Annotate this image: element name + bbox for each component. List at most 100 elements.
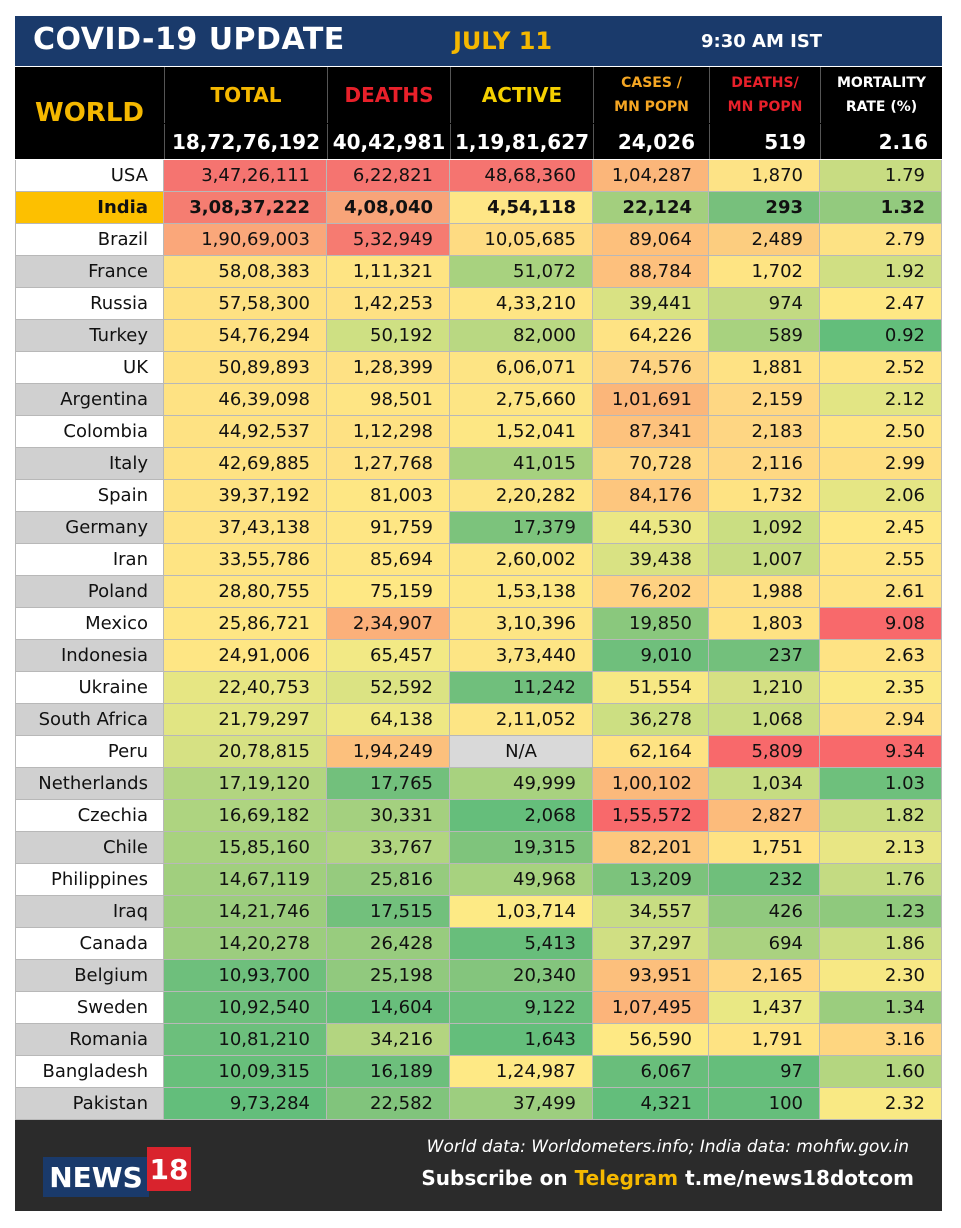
logo-word: NEWS — [43, 1157, 149, 1197]
table-row: Philippines 14,67,119 25,816 49,968 13,209 23… — [15, 864, 942, 896]
cell-deaths: 14,604 — [327, 992, 450, 1024]
cell-deaths: 75,159 — [327, 576, 450, 608]
cell-active: 2,11,052 — [450, 704, 593, 736]
cell-mortality: 1.76 — [820, 864, 942, 896]
title-bar: COVID-19 UPDATE JULY 11 9:30 AM IST — [15, 16, 942, 66]
cell-active: 5,413 — [450, 928, 593, 960]
cell-active: 4,33,210 — [450, 288, 593, 320]
cell-active: 4,54,118 — [450, 192, 593, 224]
cell-deaths: 64,138 — [327, 704, 450, 736]
cell-cases-per-mn: 36,278 — [593, 704, 709, 736]
cell-deaths-per-mn: 2,165 — [709, 960, 820, 992]
cell-country: Canada — [15, 928, 164, 960]
cell-deaths: 1,11,321 — [327, 256, 450, 288]
date-label: JULY 11 — [453, 27, 553, 55]
page-title: COVID-19 UPDATE — [33, 22, 345, 57]
cell-deaths-per-mn: 1,702 — [709, 256, 820, 288]
cell-country: Bangladesh — [15, 1056, 164, 1088]
cell-mortality: 0.92 — [820, 320, 942, 352]
footer: NEWS 18 World data: Worldometers.info; I… — [15, 1120, 942, 1211]
cell-mortality: 1.03 — [820, 768, 942, 800]
cell-total: 39,37,192 — [164, 480, 327, 512]
cell-deaths-per-mn: 1,007 — [709, 544, 820, 576]
cell-mortality: 2.06 — [820, 480, 942, 512]
cell-deaths-per-mn: 2,116 — [709, 448, 820, 480]
cell-country: Argentina — [15, 384, 164, 416]
cell-country: Peru — [15, 736, 164, 768]
cell-cases-per-mn: 22,124 — [593, 192, 709, 224]
table-row: Iran 33,55,786 85,694 2,60,002 39,438 1,007 2.… — [15, 544, 942, 576]
cell-deaths-per-mn: 1,988 — [709, 576, 820, 608]
logo-number: 18 — [147, 1147, 191, 1191]
cell-cases-per-mn: 6,067 — [593, 1056, 709, 1088]
cell-active: 1,53,138 — [450, 576, 593, 608]
table-row: Iraq 14,21,746 17,515 1,03,714 34,557 426 1.23 — [15, 896, 942, 928]
cell-total: 10,81,210 — [164, 1024, 327, 1056]
cell-deaths-per-mn: 1,210 — [709, 672, 820, 704]
cell-deaths-per-mn: 1,870 — [709, 160, 820, 192]
cell-country: Colombia — [15, 416, 164, 448]
cell-total: 22,40,753 — [164, 672, 327, 704]
cell-deaths: 30,331 — [327, 800, 450, 832]
world-deaths-per-mn: 519 — [709, 124, 820, 159]
table-header: WORLD TOTAL DEATHS ACTIVE CASES / MN POP… — [15, 67, 942, 159]
table-row: USA 3,47,26,111 6,22,821 48,68,360 1,04,287 1… — [15, 160, 942, 192]
cell-total: 21,79,297 — [164, 704, 327, 736]
cell-mortality: 9.34 — [820, 736, 942, 768]
cell-cases-per-mn: 82,201 — [593, 832, 709, 864]
table-row: India 3,08,37,222 4,08,040 4,54,118 22,124 29… — [15, 192, 942, 224]
cell-deaths-per-mn: 293 — [709, 192, 820, 224]
cell-country: UK — [15, 352, 164, 384]
cell-deaths-per-mn: 1,803 — [709, 608, 820, 640]
cell-deaths: 1,42,253 — [327, 288, 450, 320]
world-active: 1,19,81,627 — [450, 124, 593, 159]
cell-mortality: 2.13 — [820, 832, 942, 864]
cell-deaths: 52,592 — [327, 672, 450, 704]
cell-cases-per-mn: 1,04,287 — [593, 160, 709, 192]
cell-deaths-per-mn: 1,092 — [709, 512, 820, 544]
cell-country: Netherlands — [15, 768, 164, 800]
cell-deaths-per-mn: 1,881 — [709, 352, 820, 384]
cell-deaths: 16,189 — [327, 1056, 450, 1088]
cell-mortality: 1.92 — [820, 256, 942, 288]
cell-deaths: 17,765 — [327, 768, 450, 800]
column-header-active: ACTIVE — [450, 67, 593, 123]
cell-deaths: 26,428 — [327, 928, 450, 960]
table-row: Indonesia 24,91,006 65,457 3,73,440 9,010 237… — [15, 640, 942, 672]
cell-deaths: 22,582 — [327, 1088, 450, 1120]
table-row: Argentina 46,39,098 98,501 2,75,660 1,01,691… — [15, 384, 942, 416]
cell-cases-per-mn: 76,202 — [593, 576, 709, 608]
cell-total: 15,85,160 — [164, 832, 327, 864]
cell-cases-per-mn: 37,297 — [593, 928, 709, 960]
cell-mortality: 2.55 — [820, 544, 942, 576]
cell-mortality: 1.32 — [820, 192, 942, 224]
cell-mortality: 1.82 — [820, 800, 942, 832]
cell-cases-per-mn: 19,850 — [593, 608, 709, 640]
world-cases-per-mn: 24,026 — [593, 124, 709, 159]
cell-total: 54,76,294 — [164, 320, 327, 352]
table-row: Sweden 10,92,540 14,604 9,122 1,07,495 1,437 1… — [15, 992, 942, 1024]
cell-active: 51,072 — [450, 256, 593, 288]
cell-deaths-per-mn: 1,437 — [709, 992, 820, 1024]
column-header-deaths-per-mn-line1: DEATHS/ — [731, 75, 799, 91]
cell-country: Chile — [15, 832, 164, 864]
cell-cases-per-mn: 44,530 — [593, 512, 709, 544]
table-row: Colombia 44,92,537 1,12,298 1,52,041 87,341 2… — [15, 416, 942, 448]
cell-total: 50,89,893 — [164, 352, 327, 384]
cell-deaths-per-mn: 97 — [709, 1056, 820, 1088]
cell-deaths: 91,759 — [327, 512, 450, 544]
cell-deaths: 4,08,040 — [327, 192, 450, 224]
cell-country: India — [15, 192, 164, 224]
cell-mortality: 2.63 — [820, 640, 942, 672]
cell-active: 3,73,440 — [450, 640, 593, 672]
cell-total: 10,93,700 — [164, 960, 327, 992]
table-row: Italy 42,69,885 1,27,768 41,015 70,728 2,116 2… — [15, 448, 942, 480]
cell-country: France — [15, 256, 164, 288]
cell-mortality: 2.94 — [820, 704, 942, 736]
telegram-link[interactable]: t.me/news18dotcom — [685, 1166, 914, 1190]
cell-deaths-per-mn: 589 — [709, 320, 820, 352]
cell-total: 14,20,278 — [164, 928, 327, 960]
table-row: UK 50,89,893 1,28,399 6,06,071 74,576 1,881 2.… — [15, 352, 942, 384]
world-mortality: 2.16 — [820, 124, 942, 159]
cell-deaths-per-mn: 2,489 — [709, 224, 820, 256]
